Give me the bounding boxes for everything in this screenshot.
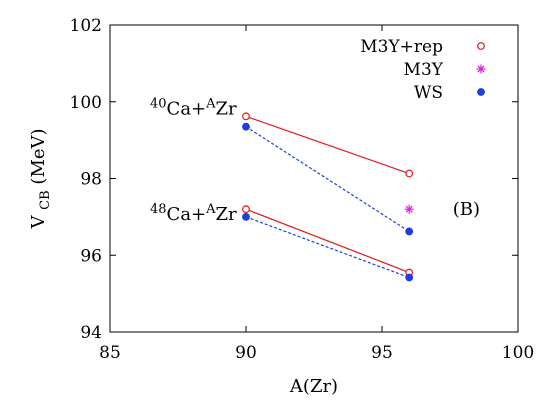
y-tick-label: 100: [70, 93, 102, 113]
y-tick-label: 94: [80, 323, 102, 343]
nucleus: Zr: [216, 204, 238, 225]
legend-marker: [477, 88, 485, 96]
reaction-label: 40Ca+AZr: [150, 97, 237, 120]
series: [242, 112, 414, 282]
series-40Ca-filled-circle: [242, 122, 414, 236]
series-line: [245, 126, 410, 232]
y-axis-title: V CB (MeV): [28, 128, 54, 229]
series-40Ca-asterisk: [404, 204, 414, 214]
series-line: [245, 208, 410, 274]
reaction-label: 48Ca+AZr: [150, 202, 237, 225]
mass-number: A: [205, 97, 216, 112]
series-line: [245, 115, 410, 175]
y-axis-title-sub: CB: [38, 190, 53, 210]
series-48Ca-filled-circle: [242, 212, 414, 282]
mass-number: 40: [150, 97, 167, 112]
data-point: [405, 273, 414, 282]
asterisk-stroke: [477, 65, 485, 73]
x-axis-title: A(Zr): [289, 376, 338, 397]
data-point: [405, 227, 414, 236]
series-40Ca-open-circle: [242, 112, 414, 178]
legend-label: M3Y+rep: [360, 37, 443, 57]
series-line: [245, 216, 410, 279]
data-point: [242, 112, 250, 121]
legend: M3Y+rep M3Y WS: [360, 37, 486, 103]
series-48Ca-open-circle: [242, 205, 414, 277]
y-axis-title-main: V: [28, 215, 49, 230]
x-tick-label: 95: [371, 343, 393, 363]
data-point: [405, 169, 414, 178]
y-tick-label: 102: [70, 16, 102, 36]
plot-frame: [109, 24, 519, 333]
nucleus: Zr: [216, 99, 238, 120]
nucleus: Ca+: [167, 204, 207, 225]
data-point: [404, 204, 414, 214]
x-tick-label: 90: [235, 343, 257, 363]
asterisk-stroke: [405, 205, 413, 213]
legend-marker: [477, 42, 485, 50]
axes: [109, 24, 519, 333]
nucleus: Ca+: [167, 99, 207, 120]
data-point: [242, 205, 250, 214]
y-tick-label: 98: [80, 170, 102, 190]
legend-marker: [476, 64, 486, 74]
mass-number: 48: [150, 202, 167, 217]
legend-label: WS: [414, 83, 443, 103]
data-point: [242, 122, 250, 131]
mass-number: A: [205, 202, 216, 217]
x-tick-label: 85: [99, 343, 121, 363]
y-tick-label: 96: [80, 246, 102, 266]
y-axis-title-unit: (MeV): [28, 128, 49, 184]
legend-label: M3Y: [404, 60, 444, 80]
x-tick-label: 100: [502, 343, 534, 363]
ticks: 85 90 95 100 94 96 98 100 102: [70, 16, 535, 363]
data-point: [242, 212, 250, 221]
panel-label: (B): [453, 199, 480, 220]
